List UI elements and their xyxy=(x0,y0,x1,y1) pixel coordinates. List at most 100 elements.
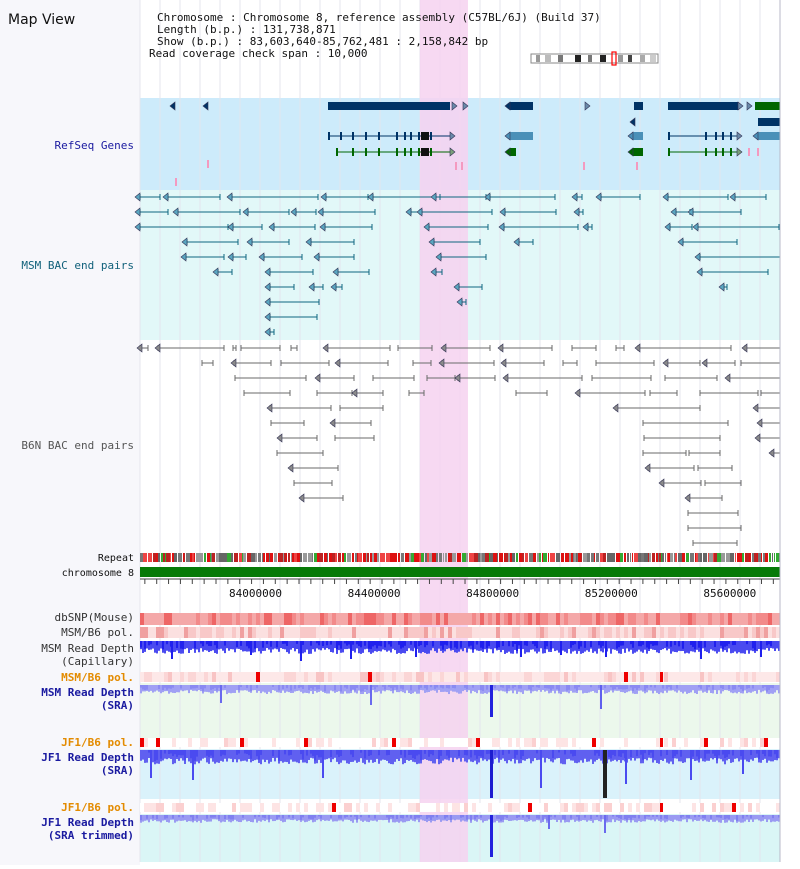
heat-cell xyxy=(768,738,772,747)
heat-cell xyxy=(536,613,540,625)
heat-cell xyxy=(756,613,760,625)
depth-bar xyxy=(434,685,436,689)
depth-bar xyxy=(172,685,174,693)
depth-bar xyxy=(662,641,664,650)
heat-cell xyxy=(332,738,336,747)
heat-cell xyxy=(364,803,368,812)
depth-bar xyxy=(746,641,748,645)
depth-bar xyxy=(612,685,614,690)
depth-bar xyxy=(664,685,666,691)
depth-bar xyxy=(538,750,540,760)
heat-cell xyxy=(176,627,180,638)
heat-cell xyxy=(760,738,764,747)
heat-cell xyxy=(344,803,348,812)
depth-bar xyxy=(572,815,574,820)
depth-bar xyxy=(396,750,398,760)
depth-bar xyxy=(650,750,652,753)
depth-bar xyxy=(498,685,500,692)
pair-end-marker xyxy=(741,343,748,353)
depth-bar xyxy=(500,641,502,653)
depth-bar xyxy=(308,750,310,760)
heat-cell xyxy=(224,803,228,812)
depth-bar xyxy=(418,815,420,823)
depth-bar xyxy=(260,685,262,694)
depth-bar xyxy=(532,750,534,762)
depth-bar xyxy=(288,641,290,654)
pair-end-marker xyxy=(305,237,312,247)
heat-cell xyxy=(628,672,632,682)
gene-exon xyxy=(510,148,516,156)
depth-bar xyxy=(734,815,736,820)
depth-bar xyxy=(408,685,410,693)
heat-cell xyxy=(628,803,632,812)
heat-cell xyxy=(688,738,692,747)
depth-bar xyxy=(596,750,598,760)
depth-bar xyxy=(370,641,372,650)
heat-cell xyxy=(556,672,560,682)
depth-bar xyxy=(268,685,270,692)
heat-cell xyxy=(388,738,392,747)
heat-cell xyxy=(704,803,708,812)
heat-cell xyxy=(744,738,748,747)
repeat-segment xyxy=(414,553,416,562)
heat-cell xyxy=(412,738,416,747)
repeat-segment xyxy=(714,553,717,562)
depth-bar xyxy=(634,815,636,823)
depth-bar xyxy=(274,685,276,691)
depth-bar xyxy=(386,815,388,818)
strand-arrow xyxy=(202,101,209,111)
heat-cell xyxy=(200,803,204,812)
depth-bar xyxy=(400,815,402,822)
depth-bar xyxy=(338,641,340,646)
depth-bar xyxy=(252,750,254,762)
depth-bar xyxy=(676,685,678,693)
depth-bar xyxy=(264,641,266,651)
pair-end-marker xyxy=(180,252,187,262)
heat-cell xyxy=(600,627,604,638)
depth-bar xyxy=(582,685,584,694)
strand-arrow xyxy=(627,147,634,157)
depth-bar xyxy=(398,641,400,653)
depth-bar xyxy=(254,815,256,818)
gene-exon xyxy=(668,148,670,156)
depth-bar xyxy=(574,641,576,651)
repeat-segment xyxy=(270,553,273,562)
depth-bar xyxy=(392,641,394,649)
heat-cell xyxy=(732,672,736,682)
heat-cell xyxy=(268,672,272,682)
heat-cell xyxy=(584,613,588,625)
depth-bar xyxy=(620,641,622,646)
depth-bar xyxy=(432,641,434,647)
depth-bar xyxy=(156,750,158,760)
heat-cell xyxy=(240,613,244,625)
depth-bar xyxy=(434,641,436,652)
depth-dip xyxy=(605,641,607,657)
depth-bar xyxy=(276,641,278,648)
depth-bar xyxy=(368,750,370,757)
depth-bar xyxy=(700,685,702,689)
depth-dip xyxy=(490,815,493,857)
depth-bar xyxy=(624,685,626,690)
depth-bar xyxy=(402,685,404,690)
depth-bar xyxy=(652,815,654,817)
depth-bar xyxy=(452,685,454,692)
depth-bar xyxy=(448,685,450,695)
depth-bar xyxy=(726,750,728,758)
heat-cell xyxy=(568,738,572,747)
depth-bar xyxy=(580,641,582,647)
depth-bar xyxy=(422,750,424,760)
heat-cell xyxy=(768,627,772,638)
repeat-segment xyxy=(446,553,447,562)
depth-bar xyxy=(456,815,458,820)
heat-cell xyxy=(448,803,452,812)
heat-cell xyxy=(336,672,340,682)
heat-cell xyxy=(484,803,488,812)
repeat-segment xyxy=(583,553,587,562)
depth-bar xyxy=(392,815,394,823)
heat-cell xyxy=(188,613,192,625)
heat-cell xyxy=(316,738,320,747)
depth-bar xyxy=(230,750,232,759)
depth-bar xyxy=(754,685,756,691)
depth-bar xyxy=(156,815,158,820)
heat-cell xyxy=(504,738,508,747)
